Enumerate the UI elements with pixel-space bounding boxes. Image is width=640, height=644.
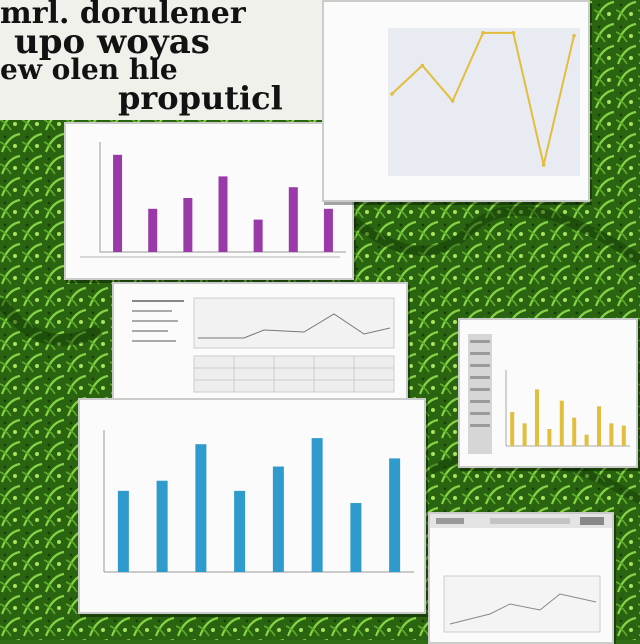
bar (621, 425, 626, 446)
point (450, 99, 455, 103)
bar (195, 444, 207, 572)
bar (597, 406, 601, 446)
bar (148, 208, 158, 252)
point (511, 31, 516, 35)
gold-line-chart-panel (322, 0, 590, 202)
bar (323, 208, 333, 252)
bar (253, 219, 263, 252)
bar (183, 198, 193, 252)
bar (113, 154, 123, 252)
bar (609, 423, 614, 446)
bar (311, 438, 323, 572)
gold-line-chart (388, 28, 580, 176)
newspaper-headline: mrl. dorulener upo woyas ew olen hle pro… (0, 0, 330, 120)
headline-line-3: ew olen hle (0, 53, 178, 86)
bottom-window-panel (428, 512, 614, 644)
small-bar-chart-panel (458, 318, 638, 468)
blue-bar-chart-panel (78, 398, 426, 614)
point (390, 92, 394, 96)
bar (522, 423, 527, 446)
bar (572, 417, 577, 446)
headline-line-2: upo woyas (14, 22, 210, 62)
blue-bar-chart (103, 430, 414, 573)
bar (350, 503, 362, 572)
purple-bar-chart-panel (64, 122, 354, 280)
bar (584, 434, 589, 446)
point (541, 163, 546, 167)
point (572, 33, 576, 38)
bottom-window-graphic (430, 514, 612, 633)
bar (547, 429, 552, 446)
headline-line-4: proputicl (118, 79, 283, 117)
bar (272, 466, 284, 572)
bar (218, 176, 228, 252)
purple-x-tick-row (80, 256, 340, 258)
document-graphic (132, 297, 395, 393)
bar (117, 490, 129, 572)
bar (559, 400, 564, 446)
purple-bar-chart (99, 142, 346, 253)
bar (510, 412, 515, 446)
bar (389, 458, 401, 572)
point (481, 31, 485, 35)
bar (535, 389, 539, 446)
document-panel (112, 282, 408, 400)
bar (156, 480, 168, 572)
point (420, 63, 425, 68)
bar (234, 490, 246, 572)
headline-line-1: mrl. dorulener (0, 0, 246, 31)
small-bar-chart (468, 334, 630, 454)
bar (288, 187, 298, 252)
